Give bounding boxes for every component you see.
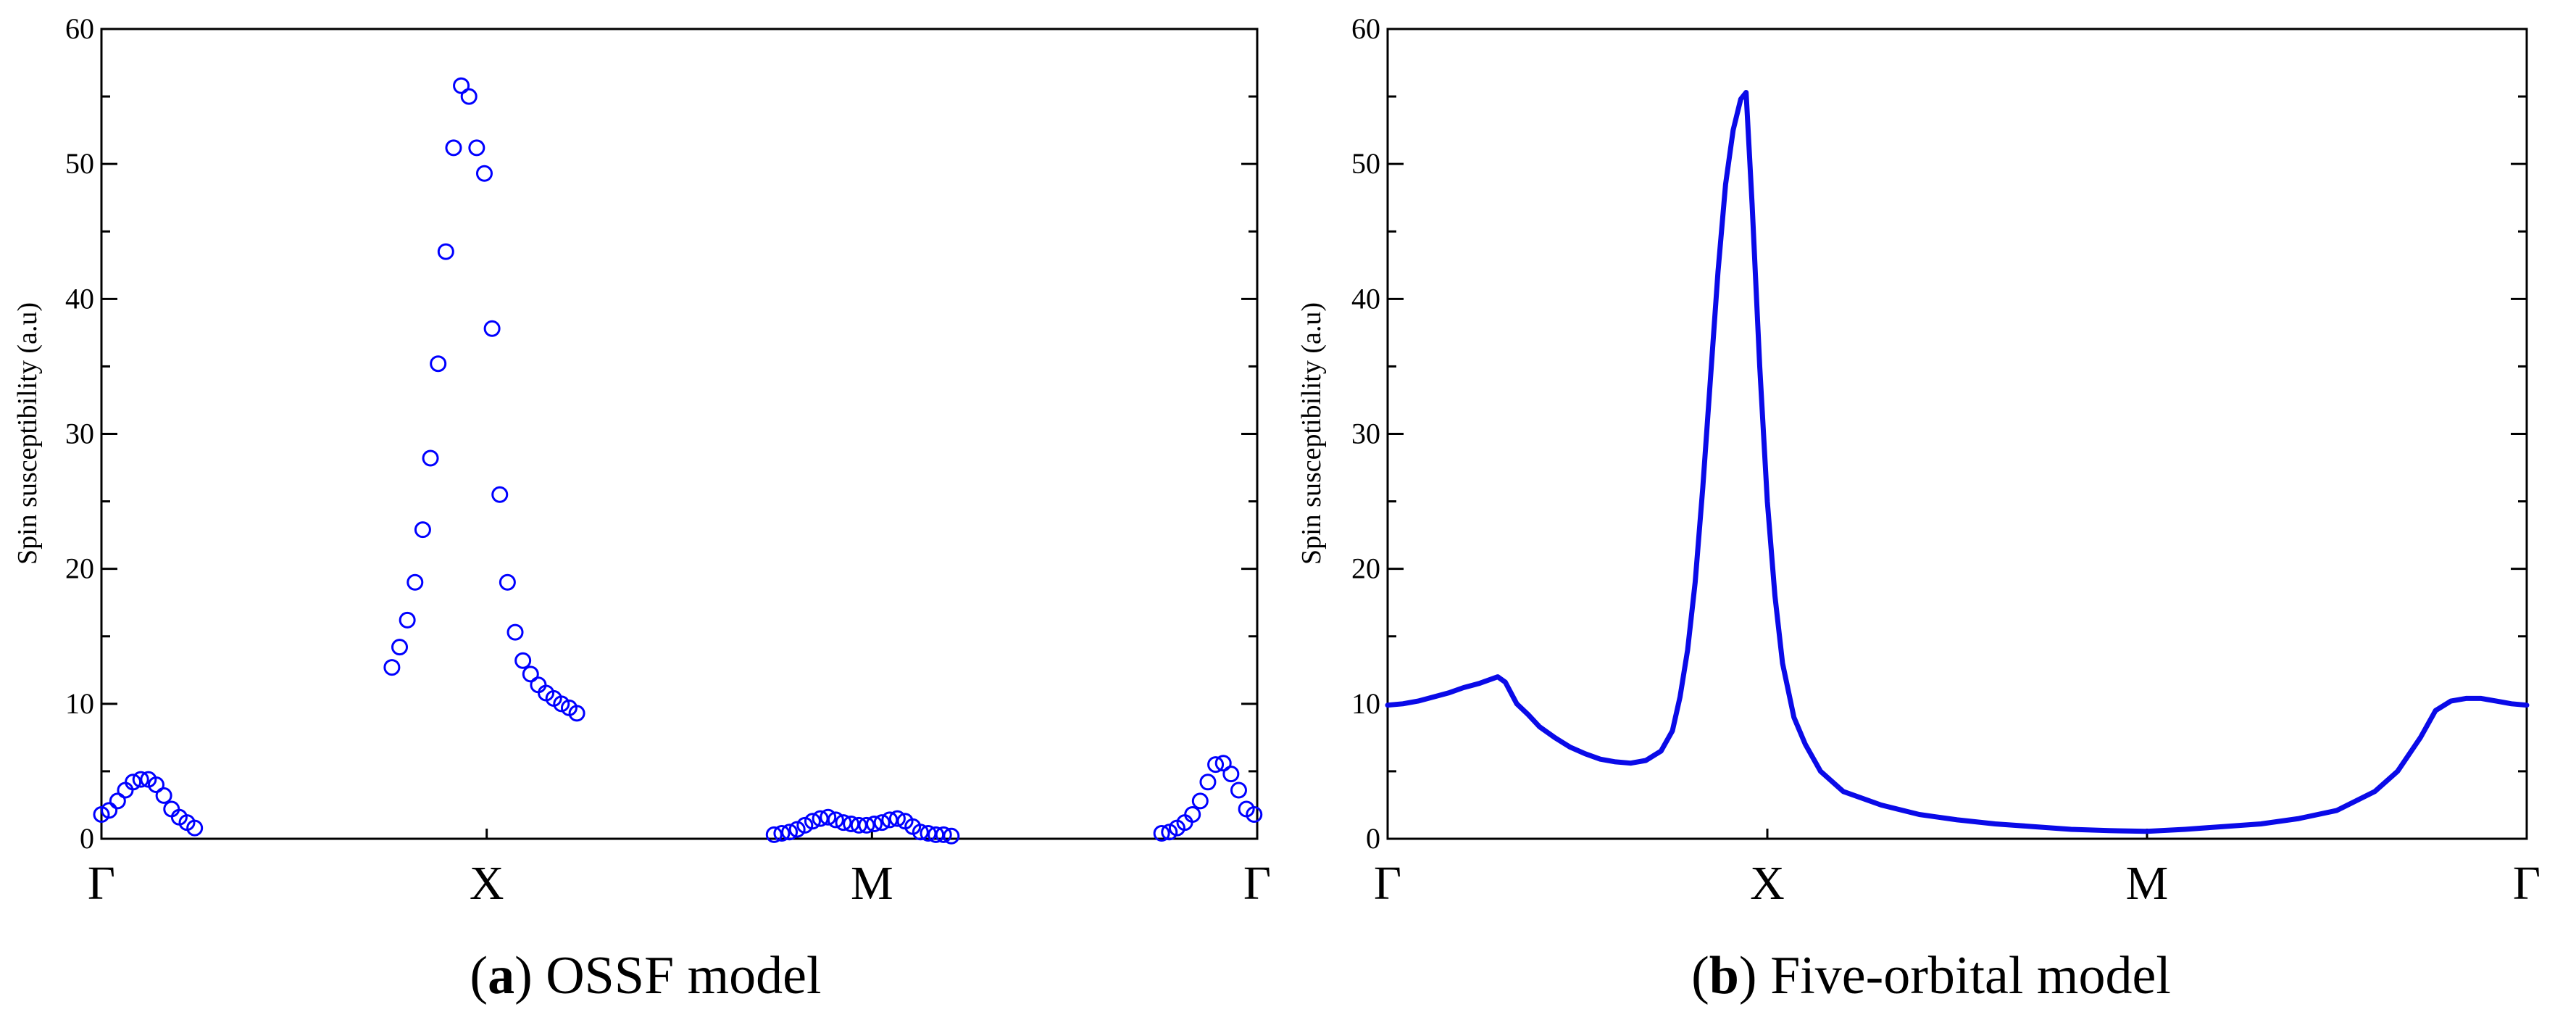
y-tick-label: 50 bbox=[1351, 147, 1380, 180]
panel-b-y-axis-label: Spin susceptibility (a.u) bbox=[1296, 302, 1327, 565]
data-point bbox=[827, 811, 844, 829]
x-tick-label: Γ bbox=[1243, 857, 1271, 910]
data-point bbox=[491, 486, 509, 503]
y-tick-label: 10 bbox=[1351, 687, 1380, 720]
y-tick-label: 10 bbox=[65, 687, 94, 720]
data-point bbox=[935, 826, 952, 843]
data-point bbox=[568, 705, 585, 722]
x-tick-label: M bbox=[851, 857, 893, 910]
data-point bbox=[873, 814, 891, 832]
data-point bbox=[1230, 781, 1247, 799]
data-point bbox=[132, 771, 149, 788]
data-point bbox=[468, 139, 485, 157]
panel-a-caption: (a) OSSF model bbox=[470, 946, 821, 1006]
data-point bbox=[147, 776, 164, 794]
data-point bbox=[437, 243, 454, 260]
panel-b-caption-text: Five-orbital model bbox=[1770, 946, 2171, 1006]
y-tick-label: 20 bbox=[65, 552, 94, 585]
data-point bbox=[1214, 755, 1232, 772]
data-point bbox=[522, 666, 539, 683]
data-point bbox=[514, 652, 532, 669]
data-point bbox=[1191, 792, 1209, 810]
data-point bbox=[1222, 766, 1240, 783]
panel-a-caption-text: OSSF model bbox=[546, 946, 821, 1006]
data-point bbox=[460, 88, 478, 105]
x-tick-label: Γ bbox=[1374, 857, 1401, 910]
data-point bbox=[858, 816, 875, 834]
data-point bbox=[109, 792, 126, 810]
panel-b-y-axis: 0 10 20 30 40 50 60 bbox=[1351, 12, 2527, 855]
y-tick-label: 50 bbox=[65, 147, 94, 180]
data-point bbox=[383, 659, 401, 676]
panel-b-five-orbital-model: 0 10 20 30 40 50 60 Γ X M Γ Spin susceptibility (… bbox=[1296, 12, 2540, 1006]
data-point bbox=[430, 355, 447, 373]
panel-a-scatter-series bbox=[93, 77, 1263, 845]
data-point bbox=[422, 449, 439, 467]
data-point bbox=[912, 824, 929, 841]
x-tick-label: X bbox=[1750, 857, 1785, 910]
data-point bbox=[1246, 805, 1263, 823]
y-tick-label: 30 bbox=[65, 418, 94, 450]
data-point bbox=[1199, 774, 1217, 791]
y-tick-label: 0 bbox=[80, 822, 94, 855]
data-point bbox=[125, 774, 142, 791]
data-point bbox=[483, 320, 501, 337]
data-point bbox=[773, 825, 791, 842]
data-point bbox=[781, 824, 799, 841]
data-point bbox=[765, 826, 783, 843]
data-point bbox=[788, 821, 806, 838]
panel-a-plot-frame bbox=[100, 28, 1259, 840]
data-point bbox=[399, 611, 416, 629]
panel-b-plot-frame bbox=[1386, 28, 2528, 840]
data-point bbox=[553, 695, 570, 713]
y-tick-label: 30 bbox=[1351, 418, 1380, 450]
y-tick-label: 20 bbox=[1351, 552, 1380, 585]
x-tick-label: M bbox=[2126, 857, 2169, 910]
data-point bbox=[1153, 825, 1170, 842]
data-point bbox=[414, 521, 431, 539]
panel-a-caption-tag: a bbox=[488, 946, 514, 1006]
panel-b-caption-tag: b bbox=[1709, 946, 1739, 1006]
x-tick-label: Γ bbox=[2513, 857, 2540, 910]
y-tick-label: 40 bbox=[65, 282, 94, 315]
data-point bbox=[1161, 824, 1178, 841]
data-point bbox=[155, 787, 172, 804]
data-point bbox=[93, 805, 110, 823]
panel-a-ossf-model: 0 10 20 30 40 50 60 Γ X M Γ Spin susceptibility (… bbox=[12, 12, 1271, 1006]
data-point bbox=[507, 623, 524, 641]
x-tick-label: Γ bbox=[88, 857, 115, 910]
data-point bbox=[804, 813, 821, 830]
data-point bbox=[186, 819, 204, 837]
y-tick-label: 40 bbox=[1351, 282, 1380, 315]
panel-b-caption: (b) Five-orbital model bbox=[1691, 946, 2171, 1006]
data-point bbox=[866, 816, 883, 833]
data-point bbox=[453, 77, 470, 94]
data-point bbox=[943, 827, 960, 845]
x-tick-label: X bbox=[470, 857, 504, 910]
series-line bbox=[1385, 90, 2530, 834]
data-point bbox=[499, 573, 516, 591]
data-point bbox=[835, 814, 852, 832]
panel-b-line-series bbox=[1385, 90, 2530, 834]
data-point bbox=[407, 573, 424, 591]
data-point bbox=[796, 816, 814, 834]
y-tick-label: 0 bbox=[1366, 822, 1380, 855]
panel-a-y-axis: 0 10 20 30 40 50 60 bbox=[65, 12, 1257, 855]
data-point bbox=[1184, 805, 1201, 823]
data-point bbox=[820, 808, 837, 826]
data-point bbox=[475, 165, 493, 182]
panel-a-y-axis-label: Spin susceptibility (a.u) bbox=[12, 302, 43, 565]
data-point bbox=[888, 810, 906, 827]
data-point bbox=[445, 139, 462, 157]
data-point bbox=[101, 802, 118, 819]
data-point bbox=[391, 639, 409, 656]
y-tick-label: 60 bbox=[65, 12, 94, 45]
y-tick-label: 60 bbox=[1351, 12, 1380, 45]
data-point bbox=[1207, 756, 1225, 774]
